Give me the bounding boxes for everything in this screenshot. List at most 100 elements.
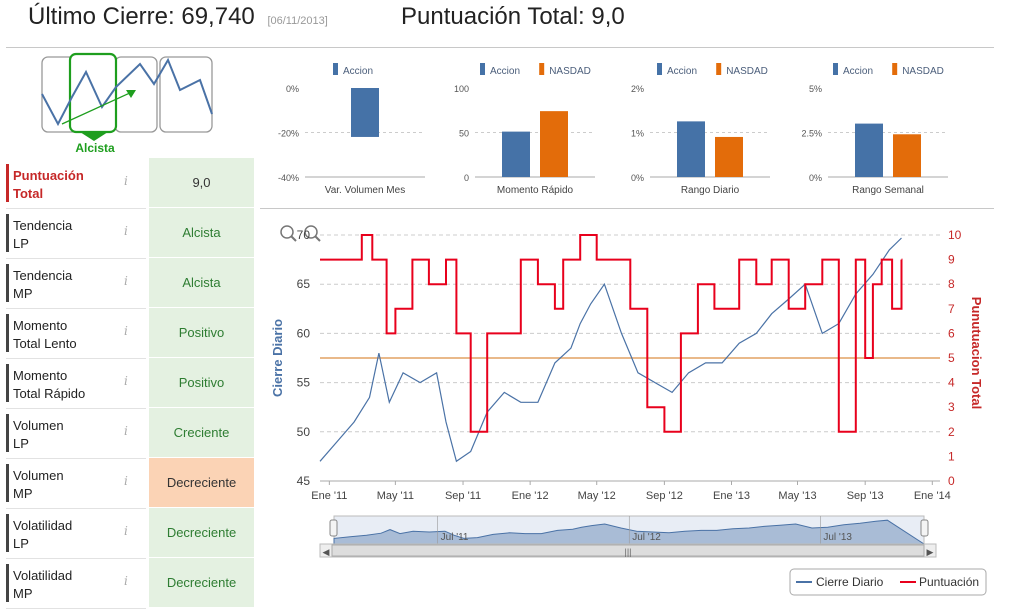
legend-swatch <box>333 63 338 75</box>
indicator-value: Positivo <box>149 358 254 408</box>
indicator-label-line1: Tendencia <box>13 268 73 283</box>
bar-nasdad <box>715 136 743 177</box>
indicator-label-line2: MP <box>13 586 33 601</box>
x-tick-label: Ene '14 <box>914 490 951 502</box>
y-right-tick: 5 <box>948 351 955 365</box>
info-icon[interactable]: i <box>124 174 128 188</box>
indicator-label-line1: Momento <box>13 318 68 333</box>
indicator-label-line2: Total Lento <box>13 336 77 351</box>
indicator-label: Volatilidad LP <box>13 517 72 553</box>
x-axis-label: Rango Diario <box>681 185 740 196</box>
y-right-tick: 3 <box>948 400 955 414</box>
bar-accion <box>855 123 883 177</box>
indicator-label-line1: Tendencia <box>13 218 73 233</box>
scrollbar-grip-icon: ||| <box>624 547 631 557</box>
indicator-value: Decreciente <box>149 458 254 508</box>
indicator-value: Creciente <box>149 408 254 458</box>
indicator-label-line2: MP <box>13 486 33 501</box>
info-icon[interactable]: i <box>124 574 128 588</box>
indicator-label-cell: Momento Total Lento i <box>6 308 146 359</box>
y-tick-label: -40% <box>278 173 299 183</box>
scroll-left-icon: ◀ <box>323 547 330 557</box>
total-score-label: Puntuación Total: <box>401 3 585 30</box>
series-puntuacion <box>320 234 903 433</box>
legend-swatch <box>480 63 485 75</box>
info-icon[interactable]: i <box>124 224 128 238</box>
info-icon[interactable]: i <box>124 474 128 488</box>
indicator-label-line2: Total Rápido <box>13 386 86 401</box>
y-right-tick: 6 <box>948 326 955 340</box>
trend-arrow-line <box>61 91 133 125</box>
x-tick-label: Sep '12 <box>646 490 683 502</box>
x-tick-label: Sep '13 <box>847 490 884 502</box>
last-close: Último Cierre: 69,740 [06/11/2013] <box>28 3 328 31</box>
x-axis-label: Var. Volumen Mes <box>325 185 405 196</box>
indicator-label: Volumen LP <box>13 417 64 453</box>
indicator-label-line2: MP <box>13 286 33 301</box>
navigator-tick-label: Jul '12 <box>632 532 661 543</box>
indicator-label: Volatilidad MP <box>13 567 72 603</box>
y-right-tick: 1 <box>948 449 955 463</box>
indicator-label-line1: Puntuación <box>13 168 84 183</box>
x-tick-label: Ene '12 <box>512 490 549 502</box>
legend-label: Accion <box>667 66 697 77</box>
indicator-label: Puntuación Total <box>13 167 84 203</box>
chart-legend <box>789 568 987 596</box>
indicator-value: Alcista <box>149 258 254 308</box>
y-right-tick: 7 <box>948 302 955 316</box>
scroll-right-icon: ▶ <box>927 547 934 557</box>
y-left-title: Cierre Diario <box>270 319 285 397</box>
bar-nasdad <box>540 111 568 177</box>
info-icon[interactable]: i <box>124 274 128 288</box>
info-icon[interactable]: i <box>124 374 128 388</box>
header: Último Cierre: 69,740 [06/11/2013] Puntu… <box>0 0 1014 40</box>
indicator-label-line2: LP <box>13 236 29 251</box>
indicator-label: Momento Total Lento <box>13 317 77 353</box>
indicator-value: Decreciente <box>149 508 254 558</box>
indicator-label: Tendencia MP <box>13 267 72 303</box>
indicator-marker <box>6 364 9 402</box>
last-close-label: Último Cierre: <box>28 3 175 30</box>
legend-label-cierre: Cierre Diario <box>816 575 884 589</box>
bar-nasdad <box>893 134 921 177</box>
indicator-label-cell: Volatilidad LP i <box>6 508 146 559</box>
total-score: Puntuación Total: 9,0 <box>401 3 625 31</box>
trend-pointer <box>80 132 108 141</box>
legend-label: Accion <box>843 66 873 77</box>
header-divider <box>6 47 994 48</box>
bar-chart-4: Accion NASDAD 5% 2.5% 0% Rango Semanal <box>801 63 948 196</box>
legend-label: NASDAD <box>549 66 591 77</box>
indicator-label-cell: Volatilidad MP i <box>6 558 146 609</box>
bar-accion <box>351 88 379 137</box>
indicator-row: Tendencia MP i Alcista <box>6 258 254 309</box>
x-tick-label: May '13 <box>778 490 816 502</box>
indicator-label-line2: LP <box>13 436 29 451</box>
x-tick-label: Ene '11 <box>311 490 347 502</box>
y-right-tick: 2 <box>948 425 955 439</box>
indicator-label-line1: Volumen <box>13 418 64 433</box>
trend-card-4 <box>159 56 213 133</box>
indicator-label-cell: Volumen MP i <box>6 458 146 509</box>
x-axis-label: Momento Rápido <box>497 185 574 196</box>
zoom-in-icon <box>290 235 297 242</box>
info-icon[interactable]: i <box>124 324 128 338</box>
indicator-label-line2: Total <box>13 186 44 201</box>
y-right-tick: 10 <box>948 228 962 242</box>
info-icon[interactable]: i <box>124 524 128 538</box>
indicator-row: Puntuación Total i 9,0 <box>6 158 254 209</box>
indicator-row: Volumen MP i Decreciente <box>6 458 254 509</box>
y-right-title: Punutuacion Total <box>969 297 984 409</box>
total-score-value: 9,0 <box>591 3 625 30</box>
indicator-marker <box>6 264 9 302</box>
x-tick-label: Sep '11 <box>445 490 481 502</box>
indicator-value: Positivo <box>149 308 254 358</box>
zoom-in-icon <box>280 225 294 239</box>
info-icon[interactable]: i <box>124 424 128 438</box>
y-tick-label: 50 <box>459 129 469 139</box>
x-tick-label: May '11 <box>377 490 414 502</box>
legend-swatch <box>892 63 898 75</box>
y-left-tick: 45 <box>297 474 311 488</box>
navigator-handle-right <box>920 519 929 537</box>
x-axis-label: Rango Semanal <box>852 185 924 196</box>
